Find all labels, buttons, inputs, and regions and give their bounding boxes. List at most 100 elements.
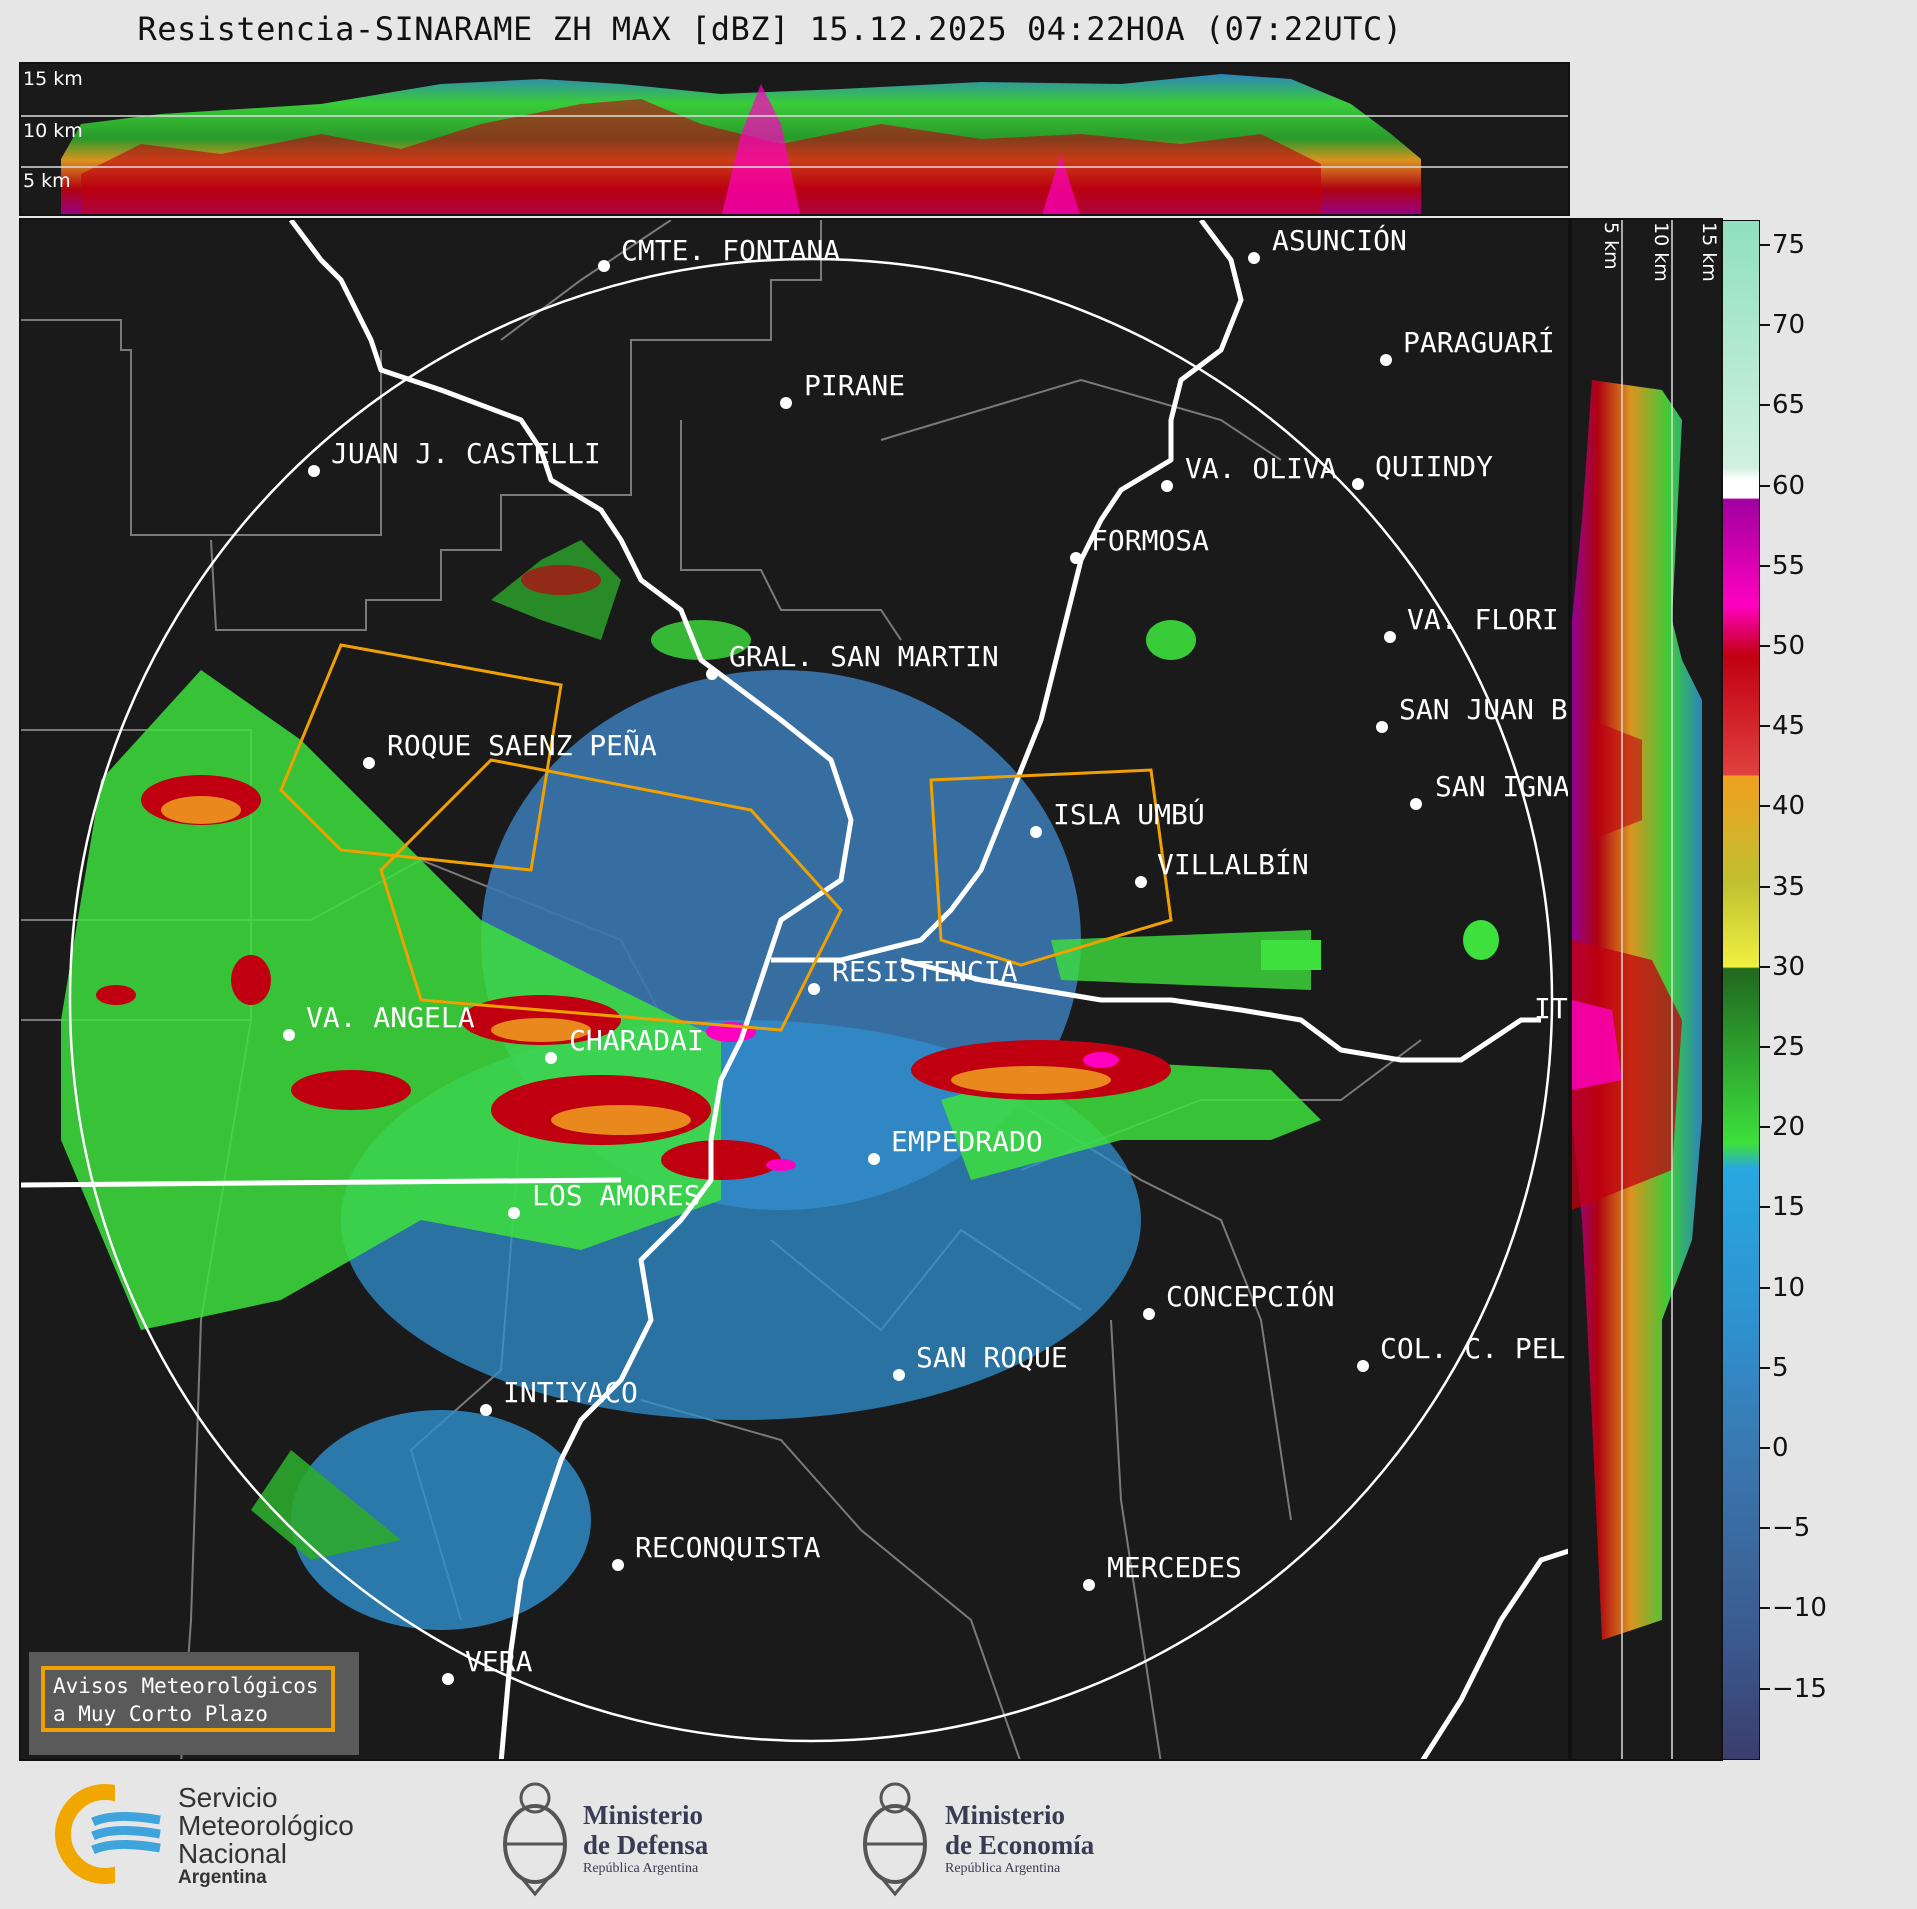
city-marker (1410, 798, 1422, 810)
colorbar-label: 30 (1772, 951, 1806, 982)
colorbar-label: 45 (1772, 711, 1806, 742)
smn-logo-icon (55, 1784, 165, 1884)
side-km-label-10: 10 km (1650, 222, 1672, 282)
colorbar-label: 65 (1772, 390, 1806, 421)
city-label: CHARADAI (569, 1024, 704, 1057)
city-marker (1030, 826, 1042, 838)
city-label: PARAGUARÍ (1403, 326, 1555, 359)
colorbar-tick (1760, 484, 1770, 487)
city-marker (808, 983, 820, 995)
city-label: FORMOSA (1091, 524, 1210, 557)
smn-line-2: Meteorológico (178, 1810, 354, 1841)
city-marker (1380, 354, 1392, 366)
city-label: CMTE. FONTANA (621, 234, 841, 267)
city-label: RESISTENCIA (832, 955, 1018, 988)
city-label: MERCEDES (1107, 1551, 1242, 1584)
colorbar-label: 35 (1772, 871, 1806, 902)
colorbar-label: −15 (1772, 1673, 1827, 1704)
city-label: VA. FLORI (1407, 603, 1559, 636)
colorbar-gradient (1723, 221, 1759, 1759)
city-label: VILLALBÍN (1157, 848, 1309, 881)
city-label: CONCEPCIÓN (1166, 1280, 1335, 1313)
city-marker (1384, 631, 1396, 643)
smn-line-4: Argentina (178, 1867, 267, 1888)
legend-line-2: a Muy Corto Plazo (53, 1702, 268, 1726)
colorbar-tick (1760, 1366, 1770, 1369)
city-marker (868, 1153, 880, 1165)
radar-map: CMTE. FONTANA ASUNCIÓN PARAGUARÍ PIRANE JUAN… (19, 218, 1570, 1761)
top-km-label-5: 5 km (23, 170, 71, 192)
warning-polygon-3 (929, 768, 1173, 967)
city-label: INTIYACO (503, 1376, 638, 1409)
colorbar-label: −10 (1772, 1593, 1827, 1624)
city-marker (545, 1052, 557, 1064)
warning-legend-frame: Avisos Meteorológicos a Muy Corto Plazo (41, 1666, 335, 1732)
colorbar-tick (1760, 564, 1770, 567)
city-marker (508, 1207, 520, 1219)
city-label: LOS AMORES (532, 1179, 701, 1212)
defensa-line-2: de Defensa (583, 1830, 709, 1860)
colorbar-label: 75 (1772, 230, 1806, 260)
colorbar-tick (1760, 1447, 1770, 1449)
city-label: ASUNCIÓN (1272, 224, 1407, 257)
radar-map-canvas (21, 220, 1568, 1759)
warning-legend: Avisos Meteorológicos a Muy Corto Plazo (29, 1652, 359, 1755)
warning-polygons (279, 643, 1173, 1032)
defensa-logo-text: Ministerio de Defensa República Argentin… (583, 1800, 708, 1878)
top-cross-section-panel: 15 km 10 km 5 km (19, 62, 1570, 216)
colorbar-tick (1760, 1527, 1770, 1530)
smn-line-1: Servicio (178, 1782, 278, 1813)
city-marker (1357, 1360, 1369, 1372)
colorbar-tick (1760, 885, 1770, 888)
colorbar-tick (1760, 1687, 1770, 1690)
city-marker (1070, 552, 1082, 564)
colorbar-tick (1760, 1046, 1770, 1048)
city-label: SAN ROQUE (916, 1341, 1068, 1374)
city-marker (1248, 252, 1260, 264)
colorbar-tick (1760, 965, 1770, 968)
colorbar-label: 15 (1772, 1192, 1806, 1223)
economia-line-3: República Argentina (945, 1861, 1061, 1876)
side-km-label-5: 5 km (1600, 222, 1622, 270)
city-marker (363, 757, 375, 769)
colorbar-label: 50 (1772, 631, 1806, 661)
warning-polygon-2 (379, 758, 843, 1032)
economia-line-1: Ministerio (945, 1800, 1065, 1830)
radar-range-circle (68, 257, 1554, 1743)
top-km-label-10: 10 km (23, 120, 83, 142)
side-cross-section-panel: 5 km 10 km 15 km (1570, 218, 1723, 1761)
rivers (21, 220, 1568, 1759)
colorbar-tick (1760, 805, 1770, 808)
colorbar-tick (1760, 1286, 1770, 1289)
top-km-label-15: 15 km (23, 68, 83, 90)
colorbar-label: 60 (1772, 470, 1806, 501)
colorbar-label: 20 (1772, 1112, 1806, 1143)
city-label: SAN IGNA (1435, 770, 1570, 803)
city-label: EMPEDRADO (891, 1125, 1043, 1158)
city-marker (598, 260, 610, 272)
city-marker (780, 397, 792, 409)
map-title: Resistencia-SINARAME ZH MAX [dBZ] 15.12.… (137, 10, 1403, 48)
city-marker (1376, 721, 1388, 733)
colorbar-label: 55 (1772, 550, 1806, 581)
city-marker (1352, 478, 1364, 490)
city-label: GRAL. SAN MARTIN (729, 640, 999, 673)
warning-polygon-1 (279, 643, 563, 872)
coat-of-arms-icon (503, 1782, 567, 1897)
radar-echoes (61, 540, 1499, 1630)
economia-logo-text: Ministerio de Economía República Argenti… (945, 1800, 1094, 1878)
legend-line-1: Avisos Meteorológicos (53, 1674, 319, 1698)
defensa-line-1: Ministerio (583, 1800, 703, 1830)
city-label: QUIINDY (1375, 450, 1494, 483)
city-marker (1083, 1579, 1095, 1591)
city-label: VA. OLIVA (1185, 452, 1337, 485)
side-km-label-15: 15 km (1698, 222, 1720, 282)
city-marker (893, 1369, 905, 1381)
city-marker (442, 1673, 454, 1685)
colorbar-tick (1760, 244, 1770, 246)
colorbar-label: 0 (1772, 1433, 1789, 1463)
city-label: JUAN J. CASTELLI (331, 437, 601, 470)
colorbar-tick (1760, 404, 1770, 407)
colorbar-label: 40 (1772, 791, 1806, 822)
city-label: VA. ANGELA (306, 1001, 475, 1034)
